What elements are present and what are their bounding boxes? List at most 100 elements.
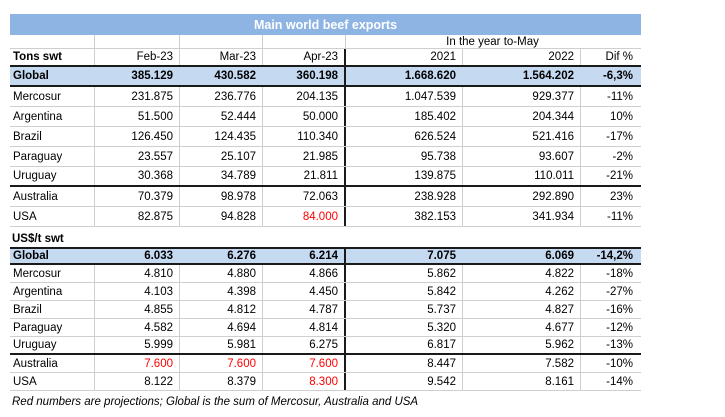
table-row: USA 82.875 94.828 84.000 382.153 341.934 -11% [10, 207, 641, 227]
value-cell: 5.862 [346, 265, 463, 282]
value-cell: 341.934 [463, 207, 581, 226]
table-row: Brazil 4.855 4.812 4.787 5.737 4.827 -16% [10, 301, 641, 319]
value-cell: 185.402 [346, 107, 463, 126]
value-cell: -21% [606, 170, 633, 182]
value-cell: 50.000 [263, 107, 346, 126]
value-cell: 84.000 [263, 207, 346, 226]
row-label: Uruguay [10, 337, 95, 353]
value-cell: -11% [607, 90, 633, 103]
value-cell: 4.694 [180, 319, 263, 336]
column-header-apr23: Apr-23 [263, 49, 346, 65]
row-label: Global [13, 250, 49, 262]
value-cell: -10% [606, 357, 633, 370]
row-label: Brazil [10, 301, 95, 318]
tons-section-body: Global 385.129 430.582 360.198 1.668.620 1.56… [10, 67, 641, 227]
value-cell: 4.880 [180, 265, 263, 282]
value-cell: -6,3% [602, 70, 633, 82]
row-label: Mercosur [10, 87, 95, 106]
value-cell: 5.999 [95, 337, 180, 353]
empty-cell [263, 35, 346, 48]
value-cell: 5.962 [463, 337, 581, 353]
column-header-tons-swt: Tons swt [10, 49, 95, 65]
value-cell: -2% [612, 150, 633, 163]
value-cell: 7.600 [95, 355, 180, 372]
value-cell: 8.300 [263, 373, 346, 390]
value-cell: 34.789 [180, 167, 263, 185]
value-cell: 1.047.539 [346, 87, 463, 106]
value-cell: 6.276 [227, 250, 256, 262]
value-cell: 126.450 [95, 127, 180, 146]
value-cell: 430.582 [214, 70, 256, 82]
section-label: US$/t swt [12, 233, 64, 245]
value-cell: 25.107 [180, 147, 263, 166]
value-cell: -12% [606, 321, 633, 334]
value-cell: -18% [606, 267, 633, 280]
value-cell: 4.787 [263, 301, 346, 318]
table-row: USA 8.122 8.379 8.300 9.542 8.161 -14% [10, 373, 641, 391]
value-cell: 238.928 [346, 187, 463, 206]
empty-cell [180, 35, 263, 48]
empty-cell [10, 35, 95, 48]
table-row: Uruguay 5.999 5.981 6.275 6.817 5.962 -13% [10, 337, 641, 355]
value-cell: 94.828 [180, 207, 263, 226]
table-row: Paraguay 4.582 4.694 4.814 5.320 4.677 -12% [10, 319, 641, 337]
value-cell: 139.875 [346, 167, 463, 185]
value-cell: 4.450 [263, 283, 346, 300]
value-cell: 5.737 [346, 301, 463, 318]
row-label: USA [10, 373, 95, 390]
value-cell: 231.875 [95, 87, 180, 106]
value-cell: 521.416 [463, 127, 581, 146]
footnote: Red numbers are projections; Global is t… [12, 396, 419, 408]
value-cell: 4.814 [263, 319, 346, 336]
value-cell: -17% [606, 130, 633, 143]
beef-exports-table: Main world beef exports In the year to-M… [10, 14, 641, 413]
value-cell: 7.582 [463, 355, 581, 372]
value-cell: 5.981 [180, 337, 263, 353]
value-cell: 4.398 [180, 283, 263, 300]
value-cell: 204.344 [463, 107, 581, 126]
value-cell: 360.198 [263, 67, 346, 85]
table-title: Main world beef exports [10, 14, 641, 35]
value-cell: 8.447 [346, 355, 463, 372]
value-cell: 929.377 [463, 87, 581, 106]
value-cell: 8.161 [463, 373, 581, 390]
value-cell: -14% [606, 375, 633, 388]
value-cell: 8.122 [95, 373, 180, 390]
row-label: Australia [10, 355, 95, 372]
column-header-mar23: Mar-23 [180, 49, 263, 65]
value-cell: 1.564.202 [522, 70, 574, 82]
value-cell: 82.875 [95, 207, 180, 226]
value-cell: 4.677 [463, 319, 581, 336]
value-cell: 70.379 [95, 187, 180, 206]
table-row: Argentina 51.500 52.444 50.000 185.402 204.34… [10, 107, 641, 127]
value-cell: 72.063 [263, 187, 346, 206]
value-cell: 7.600 [263, 355, 346, 372]
value-cell: 9.542 [346, 373, 463, 390]
value-cell: 51.500 [95, 107, 180, 126]
row-label: Australia [10, 187, 95, 206]
value-cell: 52.444 [180, 107, 263, 126]
table-row: Global 6.033 6.276 6.214 7.075 6.069 -14,2% [10, 247, 641, 265]
span-header-label: In the year to-May [446, 35, 539, 48]
value-cell: 4.822 [463, 265, 581, 282]
value-cell: 204.135 [263, 87, 346, 106]
value-cell: 7.075 [427, 250, 456, 262]
value-cell: 4.582 [95, 319, 180, 336]
value-cell: 6.214 [263, 249, 346, 263]
value-cell: 382.153 [346, 207, 463, 226]
value-cell: 4.810 [95, 265, 180, 282]
row-label: Paraguay [10, 319, 95, 336]
value-cell: 21.811 [263, 167, 346, 185]
value-cell: 23% [609, 190, 633, 203]
value-cell: 4.827 [463, 301, 581, 318]
table-row: Global 385.129 430.582 360.198 1.668.620 1.56… [10, 67, 641, 87]
value-cell: 626.524 [346, 127, 463, 146]
column-header-row: Tons swt Feb-23 Mar-23 Apr-23 2021 2022 … [10, 49, 641, 67]
value-cell: -27% [606, 285, 633, 298]
value-cell: 6.033 [144, 250, 173, 262]
table-row: Australia 7.600 7.600 7.600 8.447 7.582 -10% [10, 355, 641, 373]
row-label: Argentina [10, 107, 95, 126]
value-cell: 292.890 [463, 187, 581, 206]
value-cell: -11% [607, 210, 633, 223]
table-row: Uruguay 30.368 34.789 21.811 139.875 110.011 -… [10, 167, 641, 187]
